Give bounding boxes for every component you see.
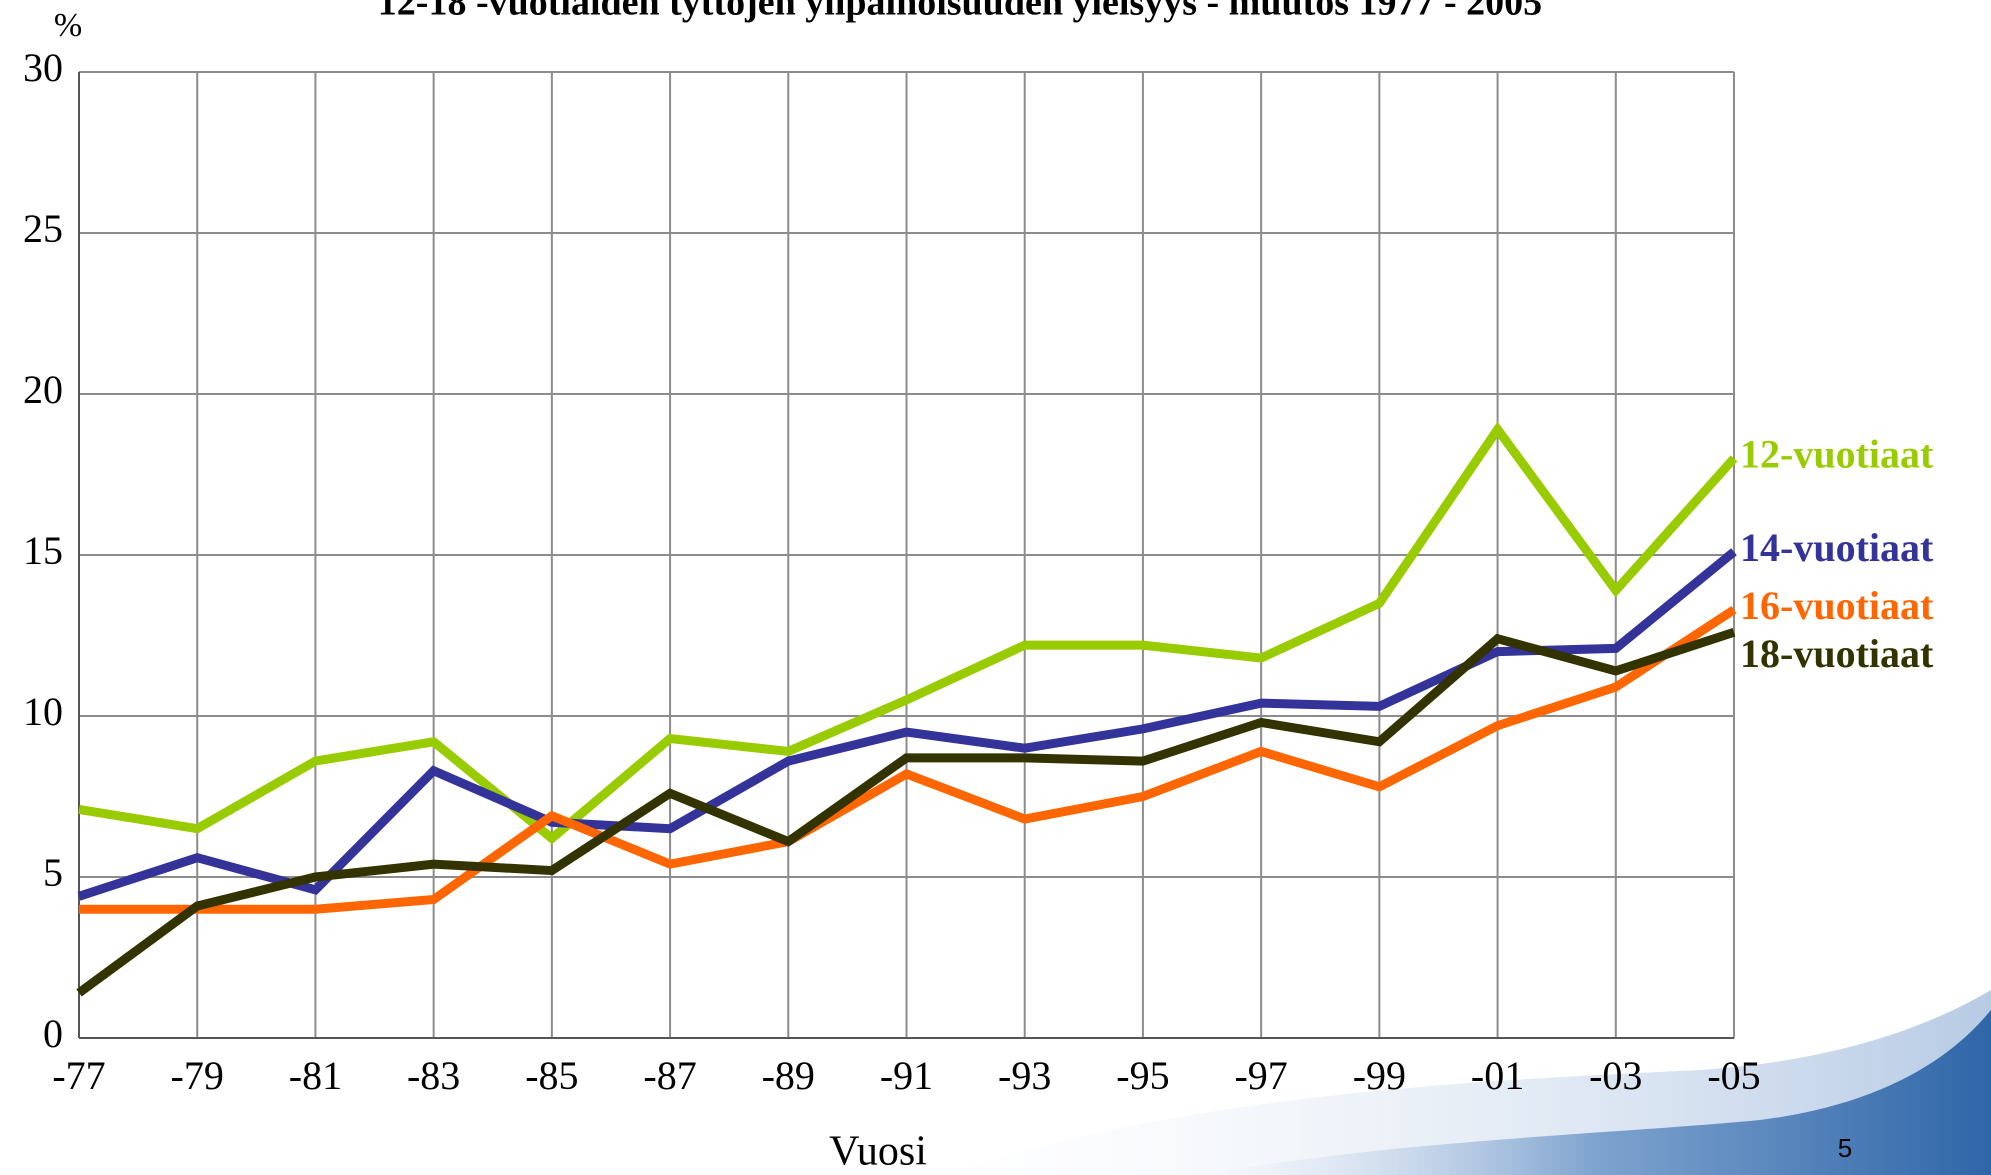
y-tick-label: 20 xyxy=(23,367,63,412)
x-tick-label: -85 xyxy=(525,1053,578,1098)
y-tick-label: 5 xyxy=(43,850,63,895)
y-tick-label: 25 xyxy=(23,206,63,251)
page-number: 5 xyxy=(1838,1133,1852,1163)
legend-label: 16-vuotiaat xyxy=(1740,583,1934,628)
x-tick-label: -97 xyxy=(1234,1053,1287,1098)
decoration xyxy=(940,990,1991,1175)
x-tick-label: -05 xyxy=(1707,1053,1760,1098)
x-tick-label: -79 xyxy=(171,1053,224,1098)
x-axis-label: Vuosi xyxy=(829,1129,927,1175)
grid xyxy=(79,72,1734,1038)
x-tick-label: -81 xyxy=(289,1053,342,1098)
x-tick-label: -83 xyxy=(407,1053,460,1098)
chart-title: 12-18 -vuotiaiden tyttöjen ylipainoisuud… xyxy=(378,0,1542,24)
chart: 12-18 -vuotiaiden tyttöjen ylipainoisuud… xyxy=(0,0,1991,1175)
x-tick-label: -93 xyxy=(998,1053,1051,1098)
x-tick-label: -95 xyxy=(1116,1053,1169,1098)
y-tick-label: 10 xyxy=(23,689,63,734)
x-tick-label: -77 xyxy=(52,1053,105,1098)
x-tick-label: -01 xyxy=(1471,1053,1524,1098)
y-tick-label: 30 xyxy=(23,45,63,90)
x-tick-label: -03 xyxy=(1589,1053,1642,1098)
y-tick-label: 0 xyxy=(43,1011,63,1056)
legend-label: 12-vuotiaat xyxy=(1740,432,1934,477)
x-tick-label: -87 xyxy=(643,1053,696,1098)
legend-label: 14-vuotiaat xyxy=(1740,525,1934,570)
x-tick-label: -89 xyxy=(762,1053,815,1098)
y-tick-label: 15 xyxy=(23,528,63,573)
x-tick-label: -91 xyxy=(880,1053,933,1098)
legend-label: 18-vuotiaat xyxy=(1740,631,1934,676)
x-tick-label: -99 xyxy=(1353,1053,1406,1098)
y-axis-label: % xyxy=(54,7,82,44)
